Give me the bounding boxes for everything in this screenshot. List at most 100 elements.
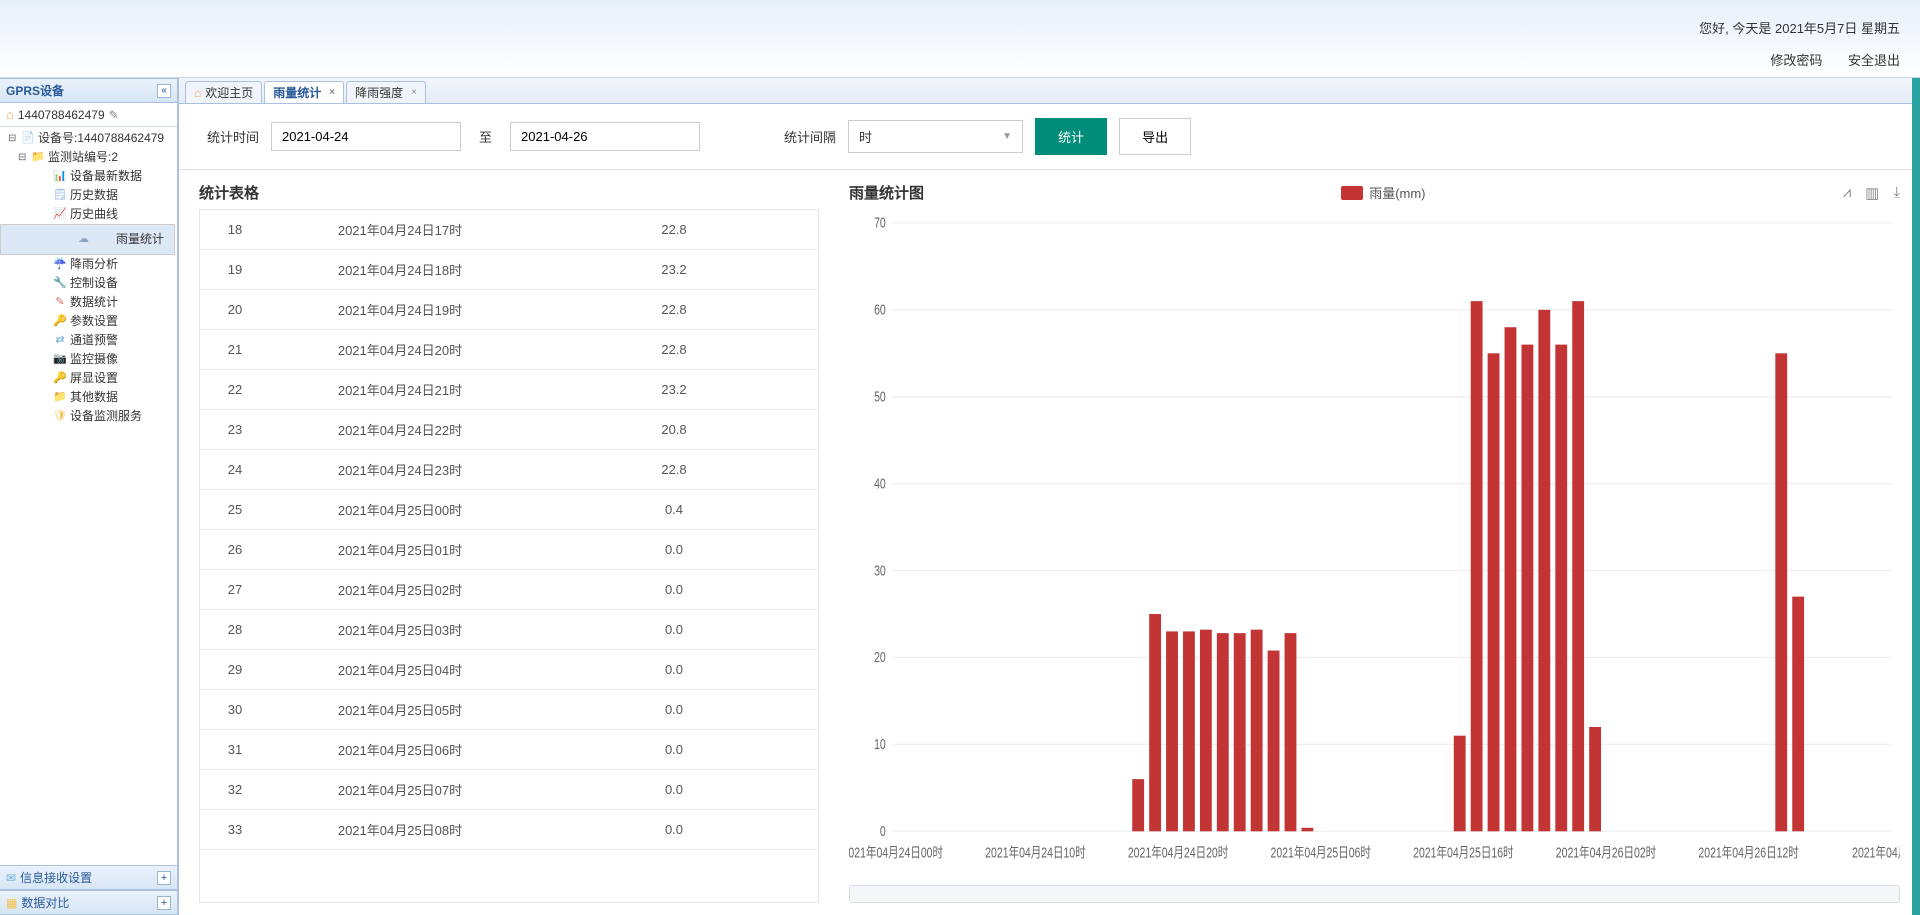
table-row: 332021年04月25日08时0.0 — [200, 810, 818, 850]
table-row: 242021年04月24日23时22.8 — [200, 450, 818, 490]
table-row: 232021年04月24日22时20.8 — [200, 410, 818, 450]
legend-swatch — [1341, 186, 1363, 200]
tree-node[interactable]: 📈历史曲线 — [0, 205, 177, 224]
table-pane: 统计表格 182021年04月24日17时22.8192021年04月24日18… — [179, 170, 819, 915]
table-row: 282021年04月25日03时0.0 — [200, 610, 818, 650]
chart-title: 雨量统计图 — [849, 182, 924, 203]
table-row: 272021年04月25日02时0.0 — [200, 570, 818, 610]
tree-node[interactable]: 📊设备最新数据 — [0, 167, 177, 186]
svg-text:30: 30 — [874, 563, 886, 579]
export-button[interactable]: 导出 — [1119, 118, 1191, 155]
tree-node[interactable]: ⊟📁监测站编号:2 — [0, 148, 177, 167]
svg-text:50: 50 — [874, 389, 886, 405]
tab[interactable]: 雨量统计× — [264, 81, 344, 103]
table-row: 262021年04月25日01时0.0 — [200, 530, 818, 570]
sidebar-title: GPRS设备 — [6, 82, 64, 99]
line-chart-icon[interactable]: ⩘ — [1843, 184, 1851, 202]
table-row: 182021年04月24日17时22.8 — [200, 210, 818, 250]
header-date: 您好, 今天是 2021年5月7日 星期五 — [1699, 18, 1900, 37]
stat-button[interactable]: 统计 — [1035, 118, 1107, 155]
panel-data-compare[interactable]: ▦数据对比 + — [0, 890, 177, 915]
home-icon: ⌂ — [194, 86, 201, 100]
tree-node[interactable]: ⊟📄设备号:1440788462479 — [0, 129, 177, 148]
tree-node[interactable]: ☁雨量统计 — [0, 224, 175, 255]
tree-node[interactable]: 🔑屏显设置 — [0, 369, 177, 388]
chart-legend: 雨量(mm) — [924, 183, 1843, 202]
chart-pane: 雨量统计图 雨量(mm) ⩘ ▥ ⤓ 0 10 20 30 40 50 60 70 2021年0… — [819, 170, 1920, 915]
svg-text:2021年04月25日16时: 2021年04月25日16时 — [1413, 845, 1514, 861]
interval-select[interactable]: 时 ▼ — [848, 120, 1023, 153]
svg-text:2021年04月25日06时: 2021年04月25日06时 — [1270, 845, 1371, 861]
right-scrollbar[interactable] — [1912, 78, 1920, 915]
sidebar-header: GPRS设备 « — [0, 78, 177, 103]
collapse-icon[interactable]: « — [157, 84, 171, 98]
table-row: 222021年04月24日21时23.2 — [200, 370, 818, 410]
table-title: 统计表格 — [199, 182, 819, 203]
edit-icon[interactable]: ✎ — [109, 108, 119, 122]
table-row: 292021年04月25日04时0.0 — [200, 650, 818, 690]
table-row: 192021年04月24日18时23.2 — [200, 250, 818, 290]
sidebar: GPRS设备 « ⌂ 1440788462479 ✎ ⊟📄设备号:1440788… — [0, 78, 178, 915]
svg-text:10: 10 — [874, 737, 886, 753]
header: 您好, 今天是 2021年5月7日 星期五 修改密码 安全退出 — [0, 0, 1920, 78]
rainfall-chart: 0 10 20 30 40 50 60 70 2021年04月24日00时 2021年04月24日… — [849, 211, 1900, 879]
tree-node[interactable]: 📷监控摄像 — [0, 350, 177, 369]
mail-icon: ✉ — [6, 871, 16, 885]
table-row: 312021年04月25日06时0.0 — [200, 730, 818, 770]
nav-tree: ⊟📄设备号:1440788462479⊟📁监测站编号:2📊设备最新数据🗒历史数据… — [0, 127, 177, 865]
chart-range-slider[interactable] — [849, 885, 1900, 903]
tree-node[interactable]: ⇄通道预警 — [0, 331, 177, 350]
svg-text:2021年04月26日12时: 2021年04月26日12时 — [1698, 845, 1799, 861]
link-change-password[interactable]: 修改密码 — [1770, 53, 1822, 68]
expand-icon[interactable]: + — [157, 896, 171, 910]
tree-node[interactable]: ☔降雨分析 — [0, 255, 177, 274]
tab[interactable]: ⌂欢迎主页 — [185, 81, 262, 103]
table-scroll[interactable]: 182021年04月24日17时22.8192021年04月24日18时23.2… — [200, 210, 818, 902]
breadcrumb[interactable]: ⌂ 1440788462479 ✎ — [0, 103, 177, 127]
svg-text:2021年04月24日10时: 2021年04月24日10时 — [985, 845, 1086, 861]
compare-icon: ▦ — [6, 896, 17, 910]
close-icon[interactable]: × — [329, 87, 335, 98]
filter-bar: 统计时间 至 统计间隔 时 ▼ 统计 导出 — [179, 104, 1920, 170]
bar-chart-icon[interactable]: ▥ — [1865, 184, 1879, 202]
close-icon[interactable]: × — [411, 87, 417, 98]
date-to-input[interactable] — [510, 122, 700, 151]
svg-text:40: 40 — [874, 476, 886, 492]
table-row: 252021年04月25日00时0.4 — [200, 490, 818, 530]
svg-text:2021年04月24日00时: 2021年04月24日00时 — [849, 845, 943, 861]
stat-table: 182021年04月24日17时22.8192021年04月24日18时23.2… — [200, 210, 818, 850]
header-links: 修改密码 安全退出 — [1748, 50, 1900, 69]
breadcrumb-label: 1440788462479 — [18, 108, 105, 122]
tree-node[interactable]: 🛡设备监测服务 — [0, 407, 177, 426]
link-logout[interactable]: 安全退出 — [1848, 53, 1900, 68]
tree-node[interactable]: 🔑参数设置 — [0, 312, 177, 331]
tab-bar: ⌂欢迎主页雨量统计×降雨强度× — [179, 78, 1920, 104]
svg-text:0: 0 — [880, 824, 886, 840]
home-icon: ⌂ — [6, 107, 14, 122]
svg-text:2021年04月24日20时: 2021年04月24日20时 — [1128, 845, 1229, 861]
table-row: 212021年04月24日20时22.8 — [200, 330, 818, 370]
caret-down-icon: ▼ — [1002, 131, 1012, 142]
label-to: 至 — [473, 127, 498, 146]
date-from-input[interactable] — [271, 122, 461, 151]
table-row: 202021年04月24日19时22.8 — [200, 290, 818, 330]
tree-node[interactable]: ✎数据统计 — [0, 293, 177, 312]
tree-node[interactable]: 🗒历史数据 — [0, 186, 177, 205]
svg-text:20: 20 — [874, 650, 886, 666]
svg-text:2021年04月26日02时: 2021年04月26日02时 — [1556, 845, 1657, 861]
tree-node[interactable]: 📁其他数据 — [0, 388, 177, 407]
svg-text:60: 60 — [874, 302, 886, 318]
label-interval: 统计间隔 — [784, 127, 836, 146]
svg-text:70: 70 — [874, 215, 886, 231]
main: ⌂欢迎主页雨量统计×降雨强度× 统计时间 至 统计间隔 时 ▼ 统计 导出 统计… — [178, 78, 1920, 915]
panel-info-settings[interactable]: ✉信息接收设置 + — [0, 865, 177, 890]
table-row: 322021年04月25日07时0.0 — [200, 770, 818, 810]
svg-text:2021年04月26日: 2021年04月26日 — [1852, 845, 1900, 861]
tab[interactable]: 降雨强度× — [346, 81, 426, 103]
chart-toolbar: ⩘ ▥ ⤓ — [1843, 184, 1900, 202]
tree-node[interactable]: 🔧控制设备 — [0, 274, 177, 293]
table-row: 302021年04月25日05时0.0 — [200, 690, 818, 730]
expand-icon[interactable]: + — [157, 871, 171, 885]
download-icon[interactable]: ⤓ — [1893, 184, 1900, 202]
label-stat-time: 统计时间 — [207, 127, 259, 146]
